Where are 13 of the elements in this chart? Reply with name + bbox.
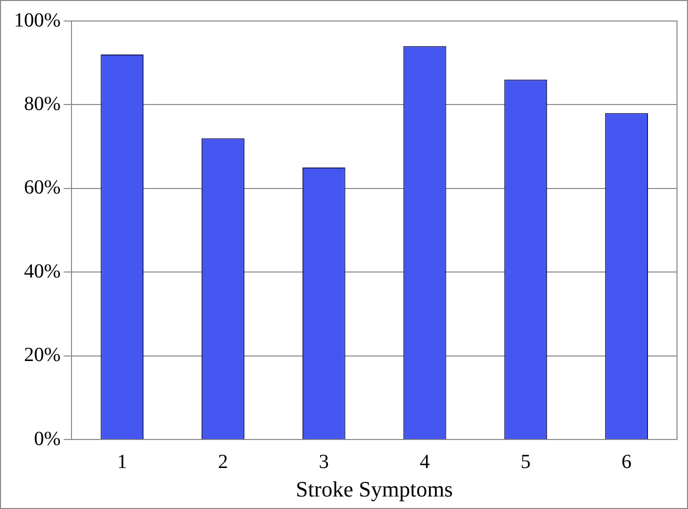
x-tick-label: 1 [117,450,128,473]
y-tick-label: 60% [24,176,61,199]
y-tick-label: 0% [34,428,61,450]
x-tick-label: 5 [520,450,531,473]
y-tick-label: 40% [24,260,61,282]
x-tick-label: 4 [420,450,430,473]
x-tick-label: 6 [622,450,632,473]
x-tick-label: 3 [318,450,329,473]
x-tick-label: 2 [218,450,228,473]
y-tick-label: 80% [24,92,61,115]
x-axis-title: Stroke Symptoms [296,476,453,502]
y-tick-label: 20% [24,344,61,366]
y-tick-label: 100% [14,9,61,32]
